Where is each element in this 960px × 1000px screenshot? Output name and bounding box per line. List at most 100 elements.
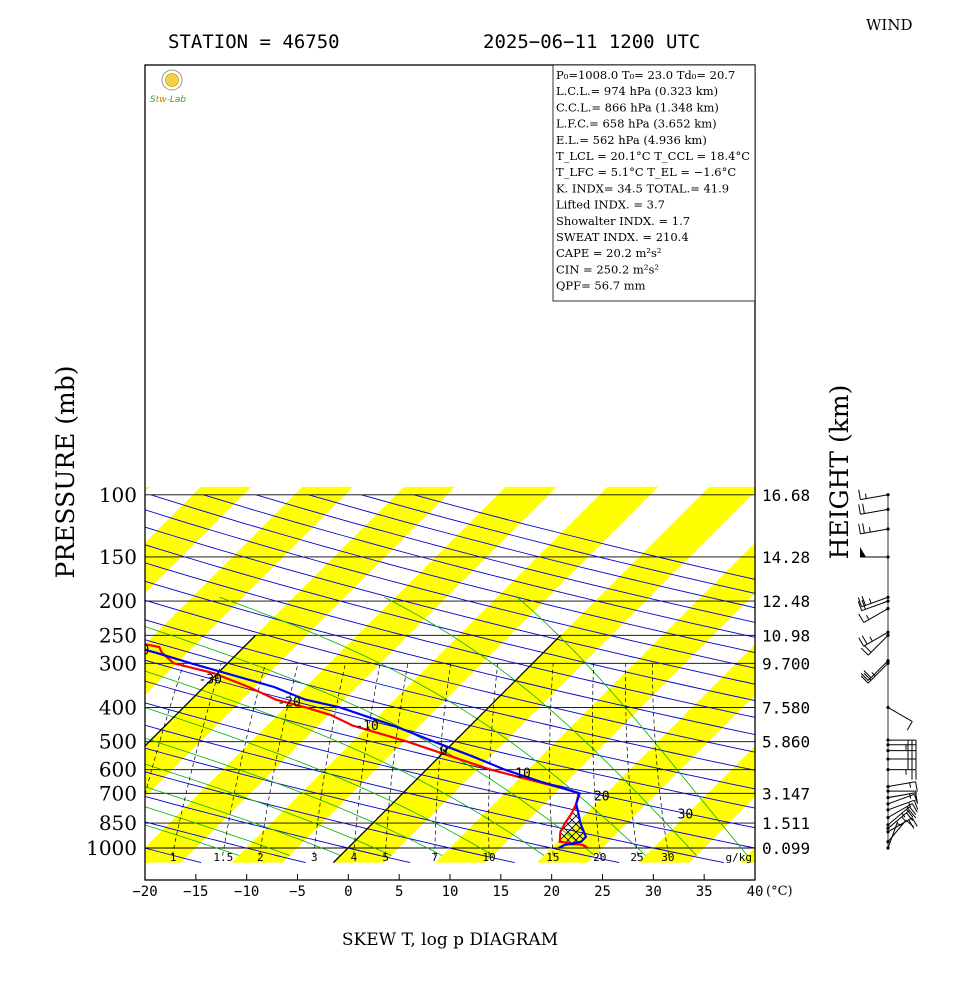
mixing-ratio-label: 4 <box>351 851 358 864</box>
wind-barb-column <box>857 489 919 850</box>
dry-adiabat <box>145 724 724 864</box>
pressure-tick-label: 700 <box>99 781 137 805</box>
wind-barb <box>858 523 890 535</box>
isotherm-label: 10 <box>515 767 531 782</box>
wind-header: WIND <box>866 16 913 34</box>
yellow-band <box>435 542 755 863</box>
mixing-ratio-label: 1.5 <box>213 851 233 864</box>
x-tick-label: −20 <box>132 884 157 900</box>
dry-adiabat <box>145 544 755 702</box>
height-tick-label: 7.580 <box>762 698 810 717</box>
mixing-ratio-label: 5 <box>382 851 389 864</box>
index-line: T_LCL = 20.1°C T_CCL = 18.4°C <box>556 149 750 163</box>
pressure-tick-label: 1000 <box>86 836 137 860</box>
isotherm-label: -40 <box>126 644 149 659</box>
mixing-ratio-label: 10 <box>482 851 495 864</box>
dry-adiabat <box>145 639 755 790</box>
height-axis: 16.68 14.28 12.48 10.98 9.700 7.580 5.860 3.147… <box>762 486 810 858</box>
dry-adiabat <box>145 526 755 685</box>
yellow-band <box>145 486 150 492</box>
dry-adiabat <box>145 702 755 849</box>
index-line: P₀=1008.0 T₀= 23.0 Td₀= 20.7 <box>556 68 735 82</box>
index-line: QPF= 56.7 mm <box>556 279 646 293</box>
index-line: Showalter INDX. = 1.7 <box>556 214 690 228</box>
mixing-ratio-label: 15 <box>546 851 559 864</box>
wind-barb <box>857 599 890 612</box>
wind-barb <box>860 547 890 559</box>
x-tick-label: 25 <box>594 884 611 900</box>
x-tick-label: 15 <box>492 884 509 900</box>
isotherm-label: 30 <box>678 808 694 823</box>
height-tick-label: 0.099 <box>762 839 810 858</box>
index-line: K. INDX= 34.5 TOTAL.= 41.9 <box>556 181 729 195</box>
index-line: Lifted INDX. = 3.7 <box>556 198 665 212</box>
wind-barb <box>886 799 919 812</box>
height-tick-label: 1.511 <box>762 814 810 833</box>
moist-adiabat <box>145 824 239 856</box>
temperature-axis: −20 −15 −10 −5 0 5 10 15 20 25 30 35 40 <box>132 874 763 900</box>
dry-adiabat <box>145 619 755 771</box>
moist-adiabat <box>219 596 646 856</box>
yellow-band <box>740 847 755 863</box>
isotherm-label-bg <box>54 612 78 625</box>
mixing-ratio-label: 3 <box>311 851 318 864</box>
indices-panel: P₀=1008.0 T₀= 23.0 Td₀= 20.7 L.C.L.= 974 … <box>552 64 756 302</box>
mixing-ratio-labels: 0.7 1 1.5 2 3 4 5 7 10 15 20 25 30 g/kg <box>170 851 753 864</box>
wind-barb <box>886 738 917 751</box>
yellow-band <box>145 486 455 797</box>
wind-barb <box>857 595 890 608</box>
mixing-ratio-label: 2 <box>257 851 264 864</box>
wind-barb <box>858 489 890 501</box>
station-label: STATION = 46750 <box>168 31 340 53</box>
yellow-band <box>842 487 960 863</box>
moist-adiabat <box>384 596 697 856</box>
moist-adiabat <box>145 737 443 856</box>
wind-barb <box>886 705 913 731</box>
x-tick-label: 10 <box>442 884 459 900</box>
mixing-ratio-label: 7 <box>432 851 439 864</box>
pressure-tick-label: 600 <box>99 758 137 782</box>
dry-adiabat <box>0 495 97 863</box>
moist-adiabat <box>145 707 494 856</box>
mixing-ratio-line <box>171 663 222 856</box>
height-tick-label: 3.147 <box>762 784 810 803</box>
x-unit-label: (°C) <box>766 884 793 899</box>
wind-barb <box>886 806 917 827</box>
x-tick-label: 5 <box>395 884 403 900</box>
dry-adiabat <box>145 580 755 736</box>
wind-barb <box>886 789 917 802</box>
wind-barb <box>886 768 917 780</box>
dry-adiabat <box>145 659 755 809</box>
yellow-bands <box>0 486 960 863</box>
dry-adiabat <box>145 599 755 753</box>
mixing-ratio-label: 1 <box>170 851 177 864</box>
dry-adiabat <box>145 509 755 669</box>
wind-barb <box>886 817 918 834</box>
moist-adiabat <box>145 670 545 856</box>
pressure-tick-label: 850 <box>99 811 137 835</box>
wind-barb <box>858 503 890 515</box>
isotherm-label: 20 <box>594 790 610 805</box>
dry-adiabat <box>145 562 755 718</box>
isotherm-label: -50 <box>55 613 78 628</box>
index-line: CIN = 250.2 m²s² <box>556 262 659 276</box>
yellow-band <box>0 487 48 863</box>
x-tick-label: 40 <box>747 884 764 900</box>
pressure-tick-label: 150 <box>99 545 137 569</box>
isotherm-label: -20 <box>277 696 300 711</box>
moist-adiabat <box>145 806 290 856</box>
x-tick-label: 30 <box>645 884 662 900</box>
yellow-band <box>536 644 755 863</box>
moist-adiabat <box>516 596 748 856</box>
sounding-series <box>145 643 589 849</box>
pressure-tick-label: 100 <box>99 483 137 507</box>
mixing-ratio-label: 30 <box>661 851 674 864</box>
mixing-ratio-unit: g/kg <box>726 851 753 864</box>
wind-barb <box>858 630 890 647</box>
yellow-band <box>145 486 354 695</box>
height-tick-label: 16.68 <box>762 486 810 505</box>
isotherm-label: -30 <box>198 673 221 688</box>
x-tick-label: −5 <box>289 884 306 900</box>
